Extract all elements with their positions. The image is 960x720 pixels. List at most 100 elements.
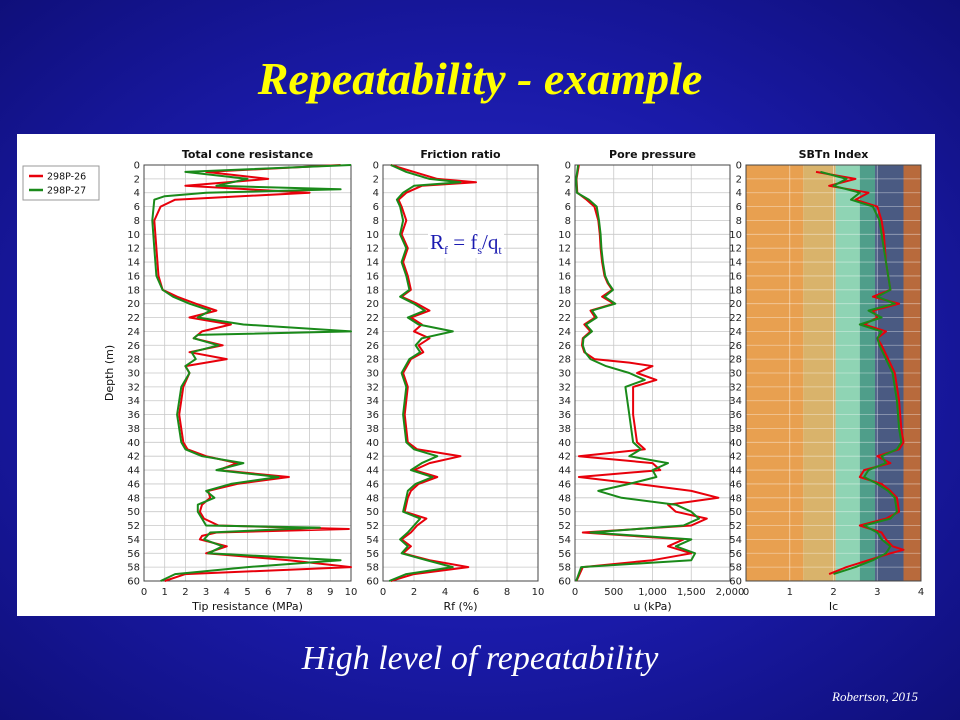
y-tick-label: 38 <box>127 424 140 435</box>
y-tick-label: 32 <box>366 382 379 393</box>
y-tick-label: 54 <box>127 535 140 546</box>
x-tick-label: 2 <box>830 587 836 598</box>
y-tick-label: 12 <box>127 244 140 255</box>
y-tick-label: 2 <box>565 174 571 185</box>
y-tick-label: 54 <box>558 535 571 546</box>
formula-f-sub: f <box>444 243 449 258</box>
y-tick-label: 12 <box>366 244 379 255</box>
y-tick-label: 20 <box>729 299 742 310</box>
y-tick-label: 10 <box>558 230 571 241</box>
y-tick-label: 50 <box>558 507 571 518</box>
y-tick-label: 46 <box>558 479 571 490</box>
y-tick-label: 34 <box>366 396 379 407</box>
series-line-298P-26 <box>815 170 905 576</box>
y-tick-label: 26 <box>366 341 379 352</box>
y-tick-label: 46 <box>729 479 742 490</box>
x-tick-label: 5 <box>244 587 250 598</box>
y-tick-label: 56 <box>127 549 140 560</box>
sbt-zone-1 <box>746 165 804 581</box>
x-tick-label: 0 <box>572 587 578 598</box>
y-tick-label: 28 <box>366 355 379 366</box>
plot-frame <box>745 164 922 582</box>
y-tick-label: 14 <box>127 258 140 269</box>
y-tick-label: 16 <box>127 271 140 282</box>
formula-t-sub: t <box>498 243 502 258</box>
y-tick-label: 16 <box>366 271 379 282</box>
y-tick-label: 48 <box>366 493 379 504</box>
y-tick-label: 6 <box>565 202 571 213</box>
y-tick-label: 50 <box>366 507 379 518</box>
y-tick-label: 26 <box>558 341 571 352</box>
y-tick-label: 44 <box>366 466 379 477</box>
x-tick-label: 3 <box>203 587 209 598</box>
y-tick-label: 58 <box>729 563 742 574</box>
y-tick-label: 14 <box>366 258 379 269</box>
y-tick-label: 32 <box>127 382 140 393</box>
y-tick-label: 42 <box>729 452 742 463</box>
y-tick-label: 10 <box>127 230 140 241</box>
y-tick-label: 12 <box>729 244 742 255</box>
legend-label: 298P-26 <box>47 172 86 183</box>
y-tick-label: 52 <box>558 521 571 532</box>
x-tick-label: 6 <box>473 587 479 598</box>
x-tick-label: 10 <box>532 587 545 598</box>
y-tick-label: 22 <box>127 313 140 324</box>
y-tick-label: 40 <box>729 438 742 449</box>
series-line-298P-27 <box>575 164 700 582</box>
x-tick-label: 10 <box>345 587 358 598</box>
y-tick-label: 28 <box>729 355 742 366</box>
y-tick-label: 60 <box>127 577 140 588</box>
x-tick-label: 1 <box>787 587 793 598</box>
y-tick-label: 0 <box>134 161 140 172</box>
y-tick-label: 0 <box>373 161 379 172</box>
y-tick-label: 14 <box>729 258 742 269</box>
sbt-zone-6 <box>903 165 921 581</box>
y-tick-label: 36 <box>127 410 140 421</box>
chart-title: SBTn Index <box>799 148 869 161</box>
legend-label: 298P-27 <box>47 186 86 197</box>
sbt-zone-2 <box>803 165 836 581</box>
y-tick-label: 52 <box>127 521 140 532</box>
y-tick-label: 44 <box>127 466 140 477</box>
y-tick-label: 22 <box>729 313 742 324</box>
y-tick-label: 26 <box>127 341 140 352</box>
y-tick-label: 26 <box>729 341 742 352</box>
plot-frame <box>382 164 539 582</box>
x-tick-label: 3 <box>874 587 880 598</box>
y-tick-label: 42 <box>558 452 571 463</box>
x-axis-label: Ic <box>829 600 838 613</box>
y-tick-label: 6 <box>736 202 742 213</box>
y-tick-label: 54 <box>729 535 742 546</box>
slide-credit: Robertson, 2015 <box>832 689 918 704</box>
y-tick-label: 60 <box>366 577 379 588</box>
y-tick-label: 6 <box>134 202 140 213</box>
x-axis-label: Tip resistance (MPa) <box>191 600 303 613</box>
y-tick-label: 4 <box>373 188 379 199</box>
y-tick-label: 28 <box>558 355 571 366</box>
y-tick-label: 12 <box>558 244 571 255</box>
x-axis-label: Rf (%) <box>443 600 477 613</box>
y-tick-label: 22 <box>558 313 571 324</box>
y-tick-label: 18 <box>558 285 571 296</box>
y-tick-label: 60 <box>558 577 571 588</box>
x-tick-label: 4 <box>224 587 230 598</box>
y-tick-label: 16 <box>558 271 571 282</box>
y-tick-label: 36 <box>366 410 379 421</box>
y-tick-label: 38 <box>729 424 742 435</box>
formula-q: q <box>487 230 499 254</box>
chart-title: Friction ratio <box>420 148 501 161</box>
y-tick-label: 60 <box>729 577 742 588</box>
x-tick-label: 2 <box>182 587 188 598</box>
x-tick-label: 4 <box>918 587 924 598</box>
y-tick-label: 24 <box>558 327 571 338</box>
y-tick-label: 34 <box>558 396 571 407</box>
series-line-298P-27 <box>388 164 462 582</box>
y-tick-label: 36 <box>729 410 742 421</box>
x-tick-label: 0 <box>743 587 749 598</box>
x-tick-label: 4 <box>442 587 448 598</box>
y-tick-label: 18 <box>366 285 379 296</box>
y-tick-label: 48 <box>127 493 140 504</box>
sbt-zone-3 <box>835 165 860 581</box>
y-tick-label: 46 <box>127 479 140 490</box>
formula-s-sub: s <box>477 243 483 258</box>
